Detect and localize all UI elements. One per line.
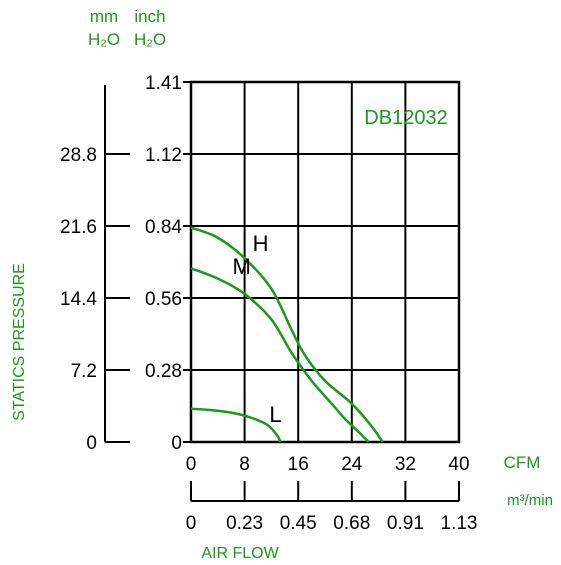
series-lines: HM L: [190, 226, 384, 443]
inch-tick-label: 1.41: [145, 73, 182, 94]
x-unit-primary: CFM: [504, 453, 541, 472]
mm-tick-label: 28.8: [60, 145, 97, 166]
x-tick-label: 0: [186, 454, 197, 475]
x-tick-label: 32: [395, 454, 416, 475]
mm-tick-label: 0: [86, 433, 97, 454]
secondary-tick-label: 0: [186, 513, 197, 534]
mm-tick-label: 21.6: [60, 217, 97, 238]
secondary-tick-label: 0.91: [387, 513, 424, 534]
x-tick-label: 8: [239, 454, 250, 475]
plot-border: [189, 80, 461, 444]
left-unit-top: mm: [90, 7, 118, 26]
secondary-tick-label: 0.45: [280, 513, 317, 534]
left-unit-bottom: H₂O: [88, 30, 120, 49]
secondary-tick-label: 0.23: [226, 513, 263, 534]
tick-labels: 0 7.2 14.4 21.6 28.8 0 0.28 0.56 0.84 1.12 1.41 0 8 1…: [60, 73, 477, 534]
mm-tick-label: 7.2: [71, 361, 97, 382]
chart-title: DB12032: [364, 107, 447, 129]
series-line-h: [190, 226, 384, 443]
y-axis-label: STATICS PRESSURE: [11, 263, 28, 421]
x-tick-label: 24: [341, 454, 363, 475]
plot-frame: [104, 80, 461, 502]
inch-tick-label: 0.84: [145, 217, 182, 238]
secondary-tick-label: 0.68: [333, 513, 370, 534]
series-label-m: M: [233, 254, 251, 279]
inch-tick-label: 0.28: [145, 361, 182, 382]
series-label-h: H: [253, 231, 269, 256]
secondary-tick-label: 1.13: [441, 513, 478, 534]
x-tick-label: 16: [288, 454, 309, 475]
x-axis-label: AIR FLOW: [201, 545, 279, 562]
x-unit-secondary: m³/min: [507, 492, 553, 509]
series-line-l: [190, 407, 282, 443]
inch-tick-label: 1.12: [145, 145, 182, 166]
grid: [191, 82, 459, 442]
right-unit-bottom: H₂O: [134, 30, 166, 49]
x-tick-label: 40: [448, 454, 469, 475]
series-label-l: L: [269, 402, 281, 427]
series-line-m: [190, 267, 370, 443]
right-unit-top: inch: [134, 7, 165, 26]
chart-labels: mm H₂O inch H₂O DB12032 STATICS PRESSURE…: [11, 7, 553, 562]
inch-tick-label: 0.56: [145, 289, 182, 310]
mm-tick-label: 14.4: [60, 289, 97, 310]
inch-tick-label: 0: [171, 433, 182, 454]
